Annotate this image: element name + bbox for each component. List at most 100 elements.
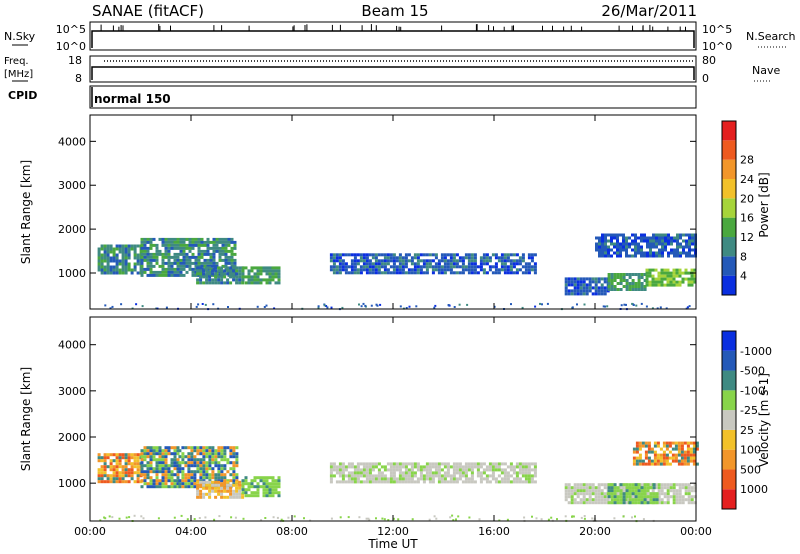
data-cell bbox=[416, 271, 420, 275]
data-cell bbox=[425, 268, 429, 272]
data-cell bbox=[506, 265, 510, 269]
data-cell bbox=[443, 253, 447, 257]
data-cell bbox=[256, 275, 260, 279]
data-cell bbox=[389, 256, 393, 260]
data-cell bbox=[656, 459, 660, 463]
data-cell bbox=[497, 474, 501, 478]
freq-label-line2: [MHz] bbox=[4, 69, 33, 80]
data-cell bbox=[178, 464, 182, 468]
data-cell bbox=[341, 306, 344, 309]
data-cell bbox=[124, 253, 128, 257]
data-cell bbox=[109, 259, 113, 263]
data-cell bbox=[344, 468, 348, 472]
data-cell bbox=[214, 275, 218, 279]
data-cell bbox=[274, 281, 278, 285]
data-cell bbox=[268, 491, 272, 495]
data-cell bbox=[688, 251, 691, 255]
data-cell bbox=[410, 256, 414, 260]
data-cell bbox=[109, 244, 113, 248]
data-cell bbox=[190, 482, 194, 486]
data-cell bbox=[622, 276, 626, 279]
data-cell bbox=[640, 489, 644, 493]
data-cell bbox=[635, 456, 639, 460]
data-cell bbox=[684, 268, 688, 272]
data-cell bbox=[274, 488, 278, 492]
data-cell bbox=[443, 271, 447, 275]
data-cell bbox=[404, 468, 408, 472]
data-cell bbox=[220, 275, 224, 279]
data-cell bbox=[170, 255, 174, 259]
data-cell bbox=[167, 473, 171, 477]
data-cell bbox=[476, 474, 480, 478]
data-cell bbox=[464, 477, 468, 481]
data-cell bbox=[173, 449, 177, 453]
data-cell bbox=[473, 259, 477, 263]
data-cell bbox=[173, 237, 177, 241]
data-cell bbox=[164, 270, 168, 274]
data-cell bbox=[683, 441, 687, 445]
nave-label: Nave bbox=[752, 64, 780, 77]
data-cell bbox=[658, 254, 661, 258]
data-cell bbox=[100, 247, 104, 251]
data-cell bbox=[143, 252, 147, 256]
data-cell bbox=[164, 243, 168, 247]
data-cell bbox=[362, 268, 366, 272]
data-cell bbox=[625, 495, 629, 499]
data-cell bbox=[573, 486, 577, 490]
data-cell bbox=[672, 280, 676, 284]
data-cell bbox=[208, 278, 212, 282]
data-cell bbox=[230, 237, 234, 241]
data-cell bbox=[208, 464, 212, 468]
data-cell bbox=[398, 480, 402, 484]
data-cell bbox=[407, 462, 411, 466]
data-cell bbox=[371, 462, 375, 466]
data-cell bbox=[644, 450, 648, 454]
data-cell bbox=[533, 465, 537, 469]
data-cell bbox=[692, 450, 696, 454]
data-cell bbox=[193, 455, 197, 459]
data-cell bbox=[130, 471, 134, 475]
data-cell bbox=[341, 465, 345, 469]
data-cell bbox=[660, 283, 664, 287]
data-cell bbox=[685, 245, 688, 249]
colorbar-frame bbox=[721, 120, 737, 296]
data-cell bbox=[227, 261, 231, 265]
data-cell bbox=[185, 243, 189, 247]
data-cell bbox=[683, 459, 687, 463]
data-cell bbox=[515, 480, 519, 484]
data-cell bbox=[140, 270, 144, 274]
data-cell bbox=[214, 269, 218, 273]
data-cell bbox=[398, 474, 402, 478]
data-cell bbox=[422, 468, 426, 472]
data-cell bbox=[440, 477, 444, 481]
data-cell bbox=[100, 262, 104, 266]
data-cell bbox=[223, 479, 227, 483]
data-cell bbox=[202, 492, 206, 496]
data-cell bbox=[672, 277, 676, 281]
data-cell bbox=[666, 277, 670, 281]
data-cell bbox=[335, 268, 339, 272]
data-cell bbox=[567, 292, 571, 296]
data-cell bbox=[232, 449, 236, 453]
data-cell bbox=[344, 262, 348, 266]
data-cell bbox=[155, 485, 159, 489]
data-cell bbox=[653, 453, 657, 457]
data-cell bbox=[155, 243, 159, 247]
data-cell bbox=[410, 462, 414, 466]
data-cell bbox=[127, 459, 131, 463]
data-cell bbox=[455, 253, 459, 257]
data-cell bbox=[470, 259, 474, 263]
data-cell bbox=[691, 239, 694, 243]
data-cell bbox=[167, 467, 171, 471]
data-cell bbox=[503, 271, 507, 275]
velocity-plot-area bbox=[97, 441, 699, 523]
data-cell bbox=[485, 262, 489, 266]
data-cell bbox=[649, 498, 653, 502]
data-cell bbox=[161, 267, 165, 271]
data-cell bbox=[440, 474, 444, 478]
data-cell bbox=[233, 243, 237, 247]
data-cell bbox=[214, 476, 218, 480]
data-cell bbox=[161, 485, 165, 489]
